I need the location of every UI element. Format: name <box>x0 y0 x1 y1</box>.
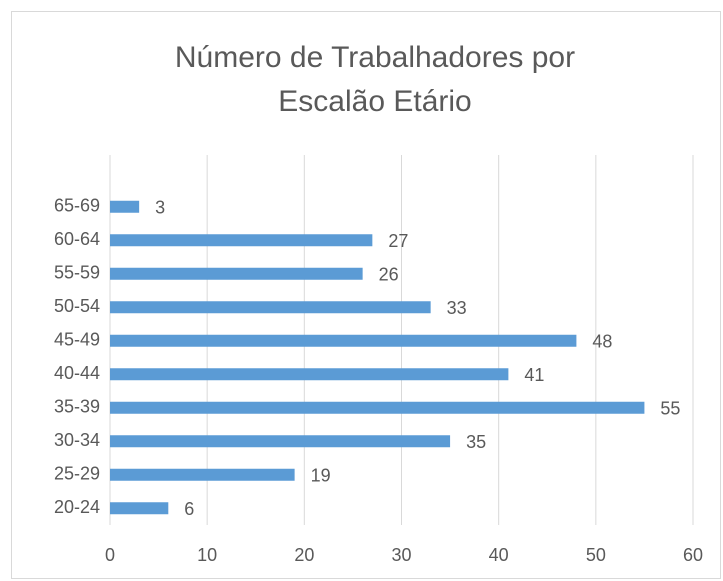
y-tick-label: 30-34 <box>54 430 100 450</box>
chart-title: Número de Trabalhadores por Escalão Etár… <box>174 41 576 118</box>
y-tick-label: 55-59 <box>54 263 100 283</box>
bar <box>110 401 645 414</box>
y-tick-label: 50-54 <box>54 296 100 316</box>
y-tick-label: 20-24 <box>54 497 100 517</box>
x-tick-label: 0 <box>105 545 115 565</box>
bar <box>110 468 295 481</box>
bar <box>110 334 577 347</box>
value-label: 41 <box>524 365 544 385</box>
y-tick-label: 40-44 <box>54 363 100 383</box>
x-tick-label: 10 <box>197 545 217 565</box>
value-label: 6 <box>184 499 194 519</box>
x-tick-label: 40 <box>489 545 509 565</box>
bar <box>110 200 140 213</box>
y-tick-label: 65-69 <box>54 196 100 216</box>
bar <box>110 234 373 247</box>
bar <box>110 301 431 314</box>
x-tick-label: 30 <box>391 545 411 565</box>
value-label: 3 <box>155 198 165 218</box>
value-label: 48 <box>592 332 612 352</box>
value-label: 35 <box>466 432 486 452</box>
y-tick-label: 35-39 <box>54 397 100 417</box>
bar <box>110 435 451 448</box>
x-tick-label: 50 <box>586 545 606 565</box>
value-label: 55 <box>660 399 680 419</box>
x-tick-label: 60 <box>683 545 703 565</box>
y-tick-label: 60-64 <box>54 229 100 249</box>
value-label: 19 <box>311 466 331 486</box>
value-label: 27 <box>388 231 408 251</box>
chart-border <box>11 11 721 579</box>
bar <box>110 502 169 515</box>
y-tick-label: 25-29 <box>54 464 100 484</box>
bar <box>110 368 509 381</box>
bar <box>110 267 363 280</box>
value-label: 33 <box>447 298 467 318</box>
y-tick-label: 45-49 <box>54 330 100 350</box>
value-label: 26 <box>379 265 399 285</box>
x-tick-label: 20 <box>294 545 314 565</box>
